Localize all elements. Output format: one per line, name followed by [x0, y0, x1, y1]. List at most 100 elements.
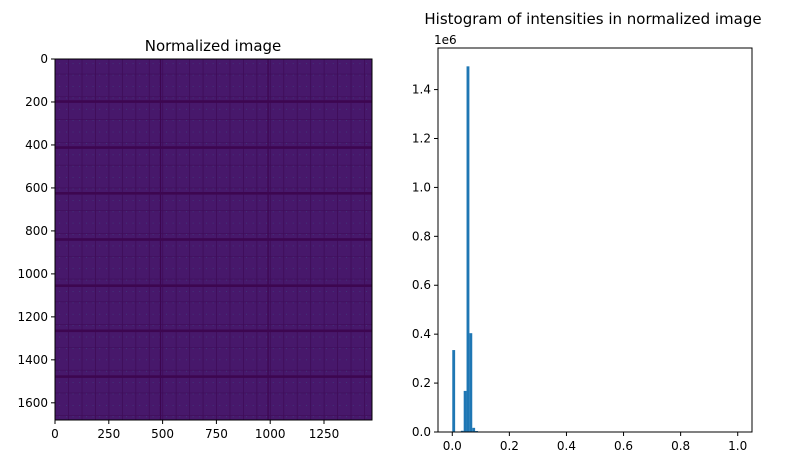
image-dot: [79, 325, 81, 327]
image-dot: [99, 382, 101, 383]
y-scale-label: 1e6: [434, 33, 457, 47]
image-dot: [286, 211, 287, 213]
image-dot: [252, 370, 254, 372]
image-dot: [332, 279, 334, 281]
image-dot: [219, 302, 221, 304]
image-dot: [72, 120, 74, 122]
image-dot: [59, 256, 61, 258]
image-dot: [132, 279, 134, 281]
image-dot: [286, 325, 287, 327]
image-dot: [65, 279, 67, 281]
x-tick-label: 0.4: [557, 439, 576, 453]
image-dot: [332, 313, 334, 315]
image-dot: [112, 370, 114, 372]
image-dot: [79, 370, 81, 372]
image-dot: [199, 120, 201, 122]
image-dot: [65, 268, 67, 270]
image-dot: [279, 279, 281, 281]
image-dot: [326, 74, 327, 76]
image-dot: [326, 245, 327, 247]
image-dot: [106, 245, 107, 247]
x-tick-label: 0.0: [443, 439, 462, 453]
image-dot: [326, 279, 327, 281]
image-dot: [299, 382, 301, 383]
image-dot: [212, 188, 214, 190]
image-dot: [366, 245, 367, 247]
image-dot: [112, 359, 114, 361]
image-dot: [299, 404, 301, 406]
image-dot: [279, 359, 281, 361]
image-dot: [246, 370, 247, 372]
image-dot: [319, 154, 321, 156]
image-dot: [99, 143, 101, 144]
image-dot: [192, 222, 194, 224]
image-dot: [126, 131, 127, 133]
image-dot: [119, 393, 121, 395]
image-dot: [226, 108, 227, 110]
y-tick-label: 0.0: [412, 425, 431, 439]
image-dot: [106, 177, 107, 178]
image-dot: [152, 63, 154, 65]
image-dot: [252, 302, 254, 304]
image-dot: [246, 268, 247, 270]
image-dot: [359, 177, 361, 178]
image-dot: [219, 291, 221, 292]
image-dot: [192, 154, 194, 156]
image-dot: [246, 348, 247, 349]
image-dot: [106, 188, 107, 190]
image-dot: [339, 393, 341, 395]
image-dot: [366, 268, 367, 270]
image-dot: [266, 256, 267, 258]
image-dot: [279, 63, 281, 65]
image-dot: [299, 234, 301, 235]
image-dot: [166, 348, 167, 349]
image-dot: [312, 313, 314, 315]
image-dot: [152, 359, 154, 361]
image-dot: [139, 416, 141, 418]
image-dot: [166, 86, 167, 87]
image-dot: [139, 97, 141, 99]
image-dot: [192, 131, 194, 133]
image-dot: [85, 325, 87, 327]
image-dot: [146, 63, 147, 65]
image-dot: [299, 74, 301, 76]
image-dot: [106, 86, 107, 87]
image-dot: [159, 234, 161, 235]
image-dot: [206, 143, 207, 144]
image-dot: [59, 199, 61, 201]
image-dot: [319, 131, 321, 133]
image-dot: [232, 74, 234, 76]
image-dot: [112, 63, 114, 65]
image-dot: [159, 74, 161, 76]
image-dot: [85, 74, 87, 76]
image-dot: [299, 177, 301, 178]
image-dot: [286, 302, 287, 304]
image-dot: [326, 336, 327, 338]
image-dot: [59, 370, 61, 372]
image-dot: [219, 256, 221, 258]
image-dot: [132, 177, 134, 178]
image-dot: [59, 313, 61, 315]
image-dot: [152, 382, 154, 383]
image-dot: [152, 325, 154, 327]
y-tick-label: 0: [40, 52, 48, 66]
image-dot: [186, 245, 187, 247]
image-dot: [206, 393, 207, 395]
image-dot: [259, 188, 261, 190]
image-dot: [332, 268, 334, 270]
x-tick-label: 1000: [255, 427, 286, 441]
image-dot: [246, 302, 247, 304]
image-dot: [186, 86, 187, 87]
image-dot: [266, 279, 267, 281]
image-dot: [366, 359, 367, 361]
image-dot: [139, 74, 141, 76]
image-dot: [319, 348, 321, 349]
image-dot: [159, 256, 161, 258]
image-dot: [92, 74, 94, 76]
image-dot: [239, 245, 241, 247]
image-dot: [292, 154, 294, 156]
image-dot: [252, 63, 254, 65]
image-dot: [119, 370, 121, 372]
image-dot: [79, 393, 81, 395]
image-dot: [85, 359, 87, 361]
